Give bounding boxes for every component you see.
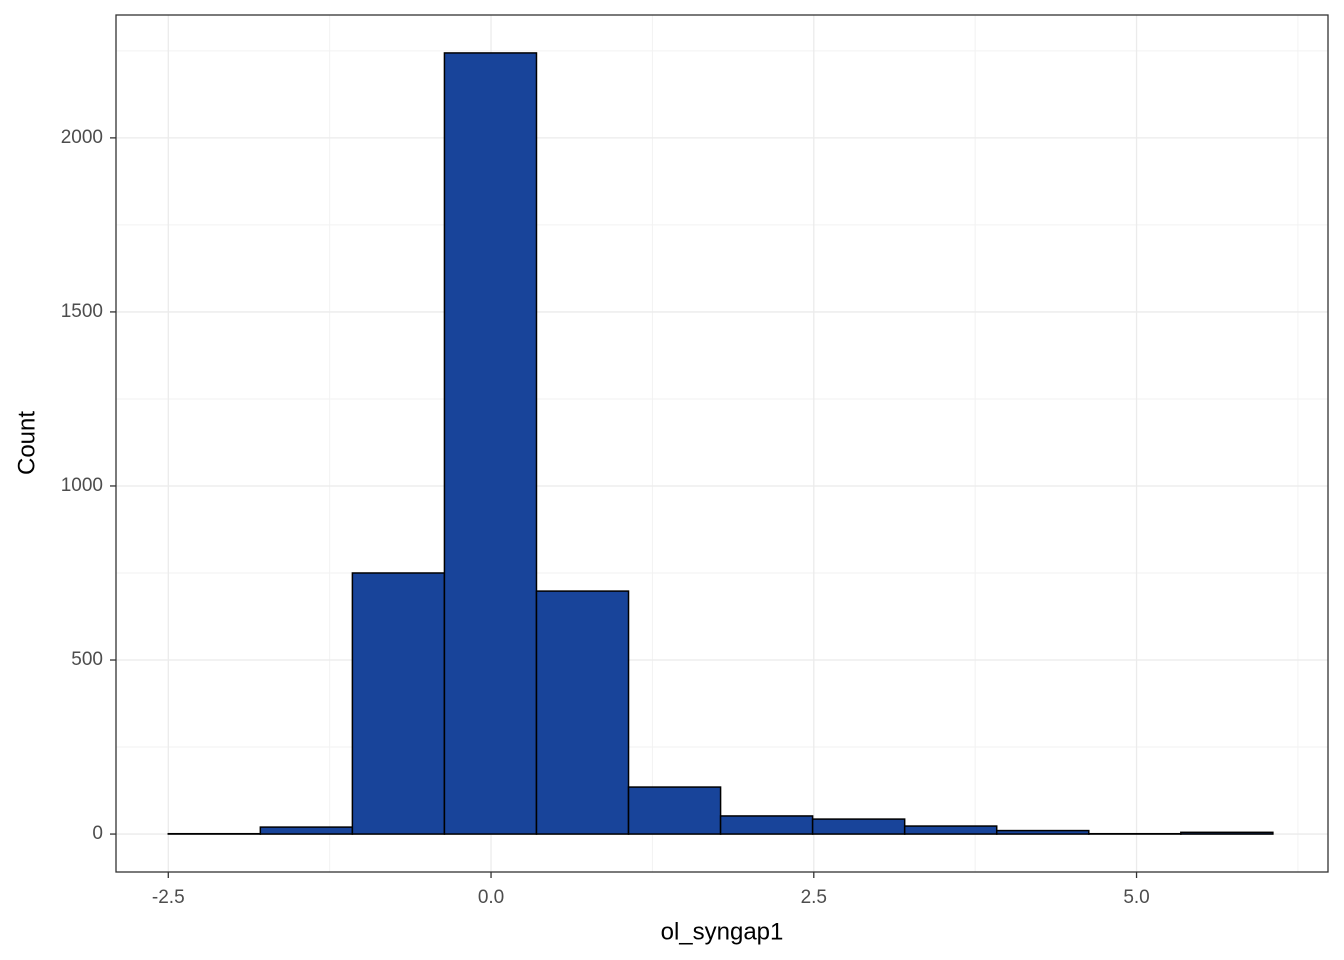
bar [535, 590, 630, 835]
y-tick-label: 1500 [61, 301, 103, 322]
x-tick-label: -2.5 [152, 887, 185, 908]
bar [903, 825, 998, 835]
panel-border [115, 14, 1329, 873]
x-tick-label: 0.0 [478, 887, 504, 908]
bar [627, 786, 722, 835]
y-axis-title: Count [13, 411, 40, 475]
bar [1180, 831, 1274, 835]
bar [259, 826, 354, 835]
bar [995, 829, 1090, 835]
bar [443, 52, 538, 835]
y-tick-label: 500 [71, 649, 103, 670]
x-axis-title: ol_syngap1 [661, 918, 784, 945]
y-tick-label: 0 [92, 823, 103, 844]
bar [719, 815, 814, 835]
bar [351, 572, 446, 835]
y-tick-label: 1000 [61, 475, 103, 496]
x-tick-label: 5.0 [1123, 887, 1149, 908]
x-tick-label: 2.5 [801, 887, 827, 908]
y-tick-label: 2000 [61, 127, 103, 148]
bar [811, 818, 906, 835]
